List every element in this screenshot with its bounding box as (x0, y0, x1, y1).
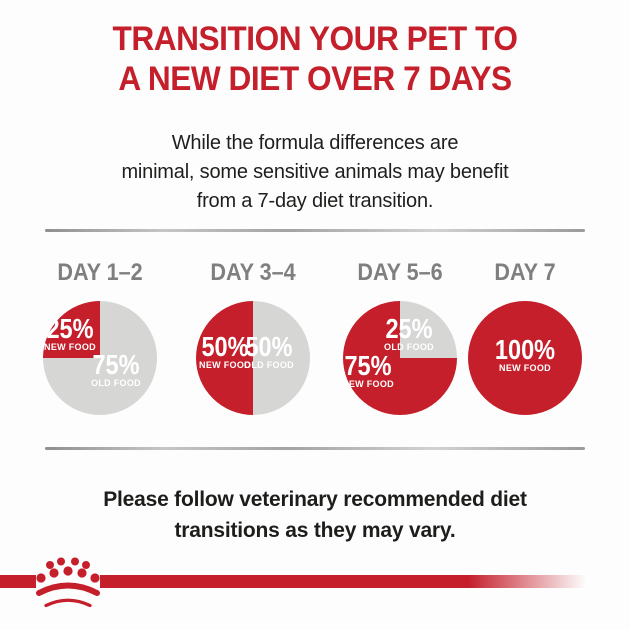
new-food-caption: NEW FOOD (342, 378, 395, 390)
day-5-6-label: DAY 5–6 (357, 259, 443, 286)
pie-day-7-new-food-label: 100% NEW FOOD (489, 333, 561, 374)
old-food-percent: 75% (92, 348, 140, 380)
pie-chart-day-1-2: 25% NEW FOOD 75% OLD FOOD (43, 301, 157, 415)
intro-text-line3: from a 7-day diet transition. (196, 190, 434, 212)
intro-text-line1: While the formula differences are (171, 132, 459, 154)
new-food-caption: NEW FOOD (198, 360, 251, 372)
new-food-percent: 50% (200, 331, 249, 363)
pie-chart-day-3-4: 50% NEW FOOD 50% OLD FOOD (196, 301, 310, 415)
old-food-caption: OLD FOOD (384, 342, 435, 354)
pie-day-1-2-new-food-label: 25% NEW FOOD (42, 313, 98, 354)
new-food-caption: NEW FOOD (499, 362, 551, 374)
page-title: TRANSITION YOUR PET TO A NEW DIET OVER 7… (22, 19, 608, 99)
day-1-2-label: DAY 1–2 (57, 259, 143, 286)
royal-canin-crown-icon (36, 557, 100, 608)
page-title-line2: A NEW DIET OVER 7 DAYS (118, 60, 512, 98)
veterinary-note: Please follow veterinary recommended die… (0, 484, 630, 546)
old-food-percent: 50% (245, 331, 293, 363)
new-food-percent: 25% (46, 313, 94, 345)
old-food-caption: OLD FOOD (90, 377, 141, 389)
brand-red-bar (0, 575, 630, 588)
intro-text-line2: minimal, some sensitive animals may bene… (121, 161, 509, 183)
veterinary-note-line2: transitions as they may vary. (174, 519, 456, 542)
day-7-label: DAY 7 (494, 259, 556, 286)
new-food-percent: 100% (494, 333, 556, 365)
pie-day-3-4-new-food-label: 50% NEW FOOD (196, 331, 252, 372)
pie-day-5-6-old-food-label: 25% OLD FOOD (381, 313, 437, 354)
pie-day-1-2-old-food-label: 75% OLD FOOD (88, 348, 144, 389)
pie-chart-day-5-6: 25% OLD FOOD 75% NEW FOOD (340, 301, 457, 415)
page-title-line1: TRANSITION YOUR PET TO (112, 20, 518, 58)
old-food-percent: 25% (385, 313, 433, 345)
veterinary-note-line1: Please follow veterinary recommended die… (103, 488, 527, 511)
divider-top (45, 229, 585, 232)
pie-day-3-4-old-food-label: 50% OLD FOOD (241, 331, 297, 372)
pie-day-5-6-new-food-label: 75% NEW FOOD (340, 349, 396, 390)
new-food-percent: 75% (344, 349, 392, 381)
intro-text: While the formula differences are minima… (0, 129, 630, 216)
divider-bottom (45, 447, 585, 450)
new-food-caption: NEW FOOD (44, 342, 97, 354)
old-food-caption: OLD FOOD (243, 360, 294, 372)
pie-chart-day-7: 100% NEW FOOD (468, 301, 582, 415)
day-3-4-label: DAY 3–4 (210, 259, 296, 286)
